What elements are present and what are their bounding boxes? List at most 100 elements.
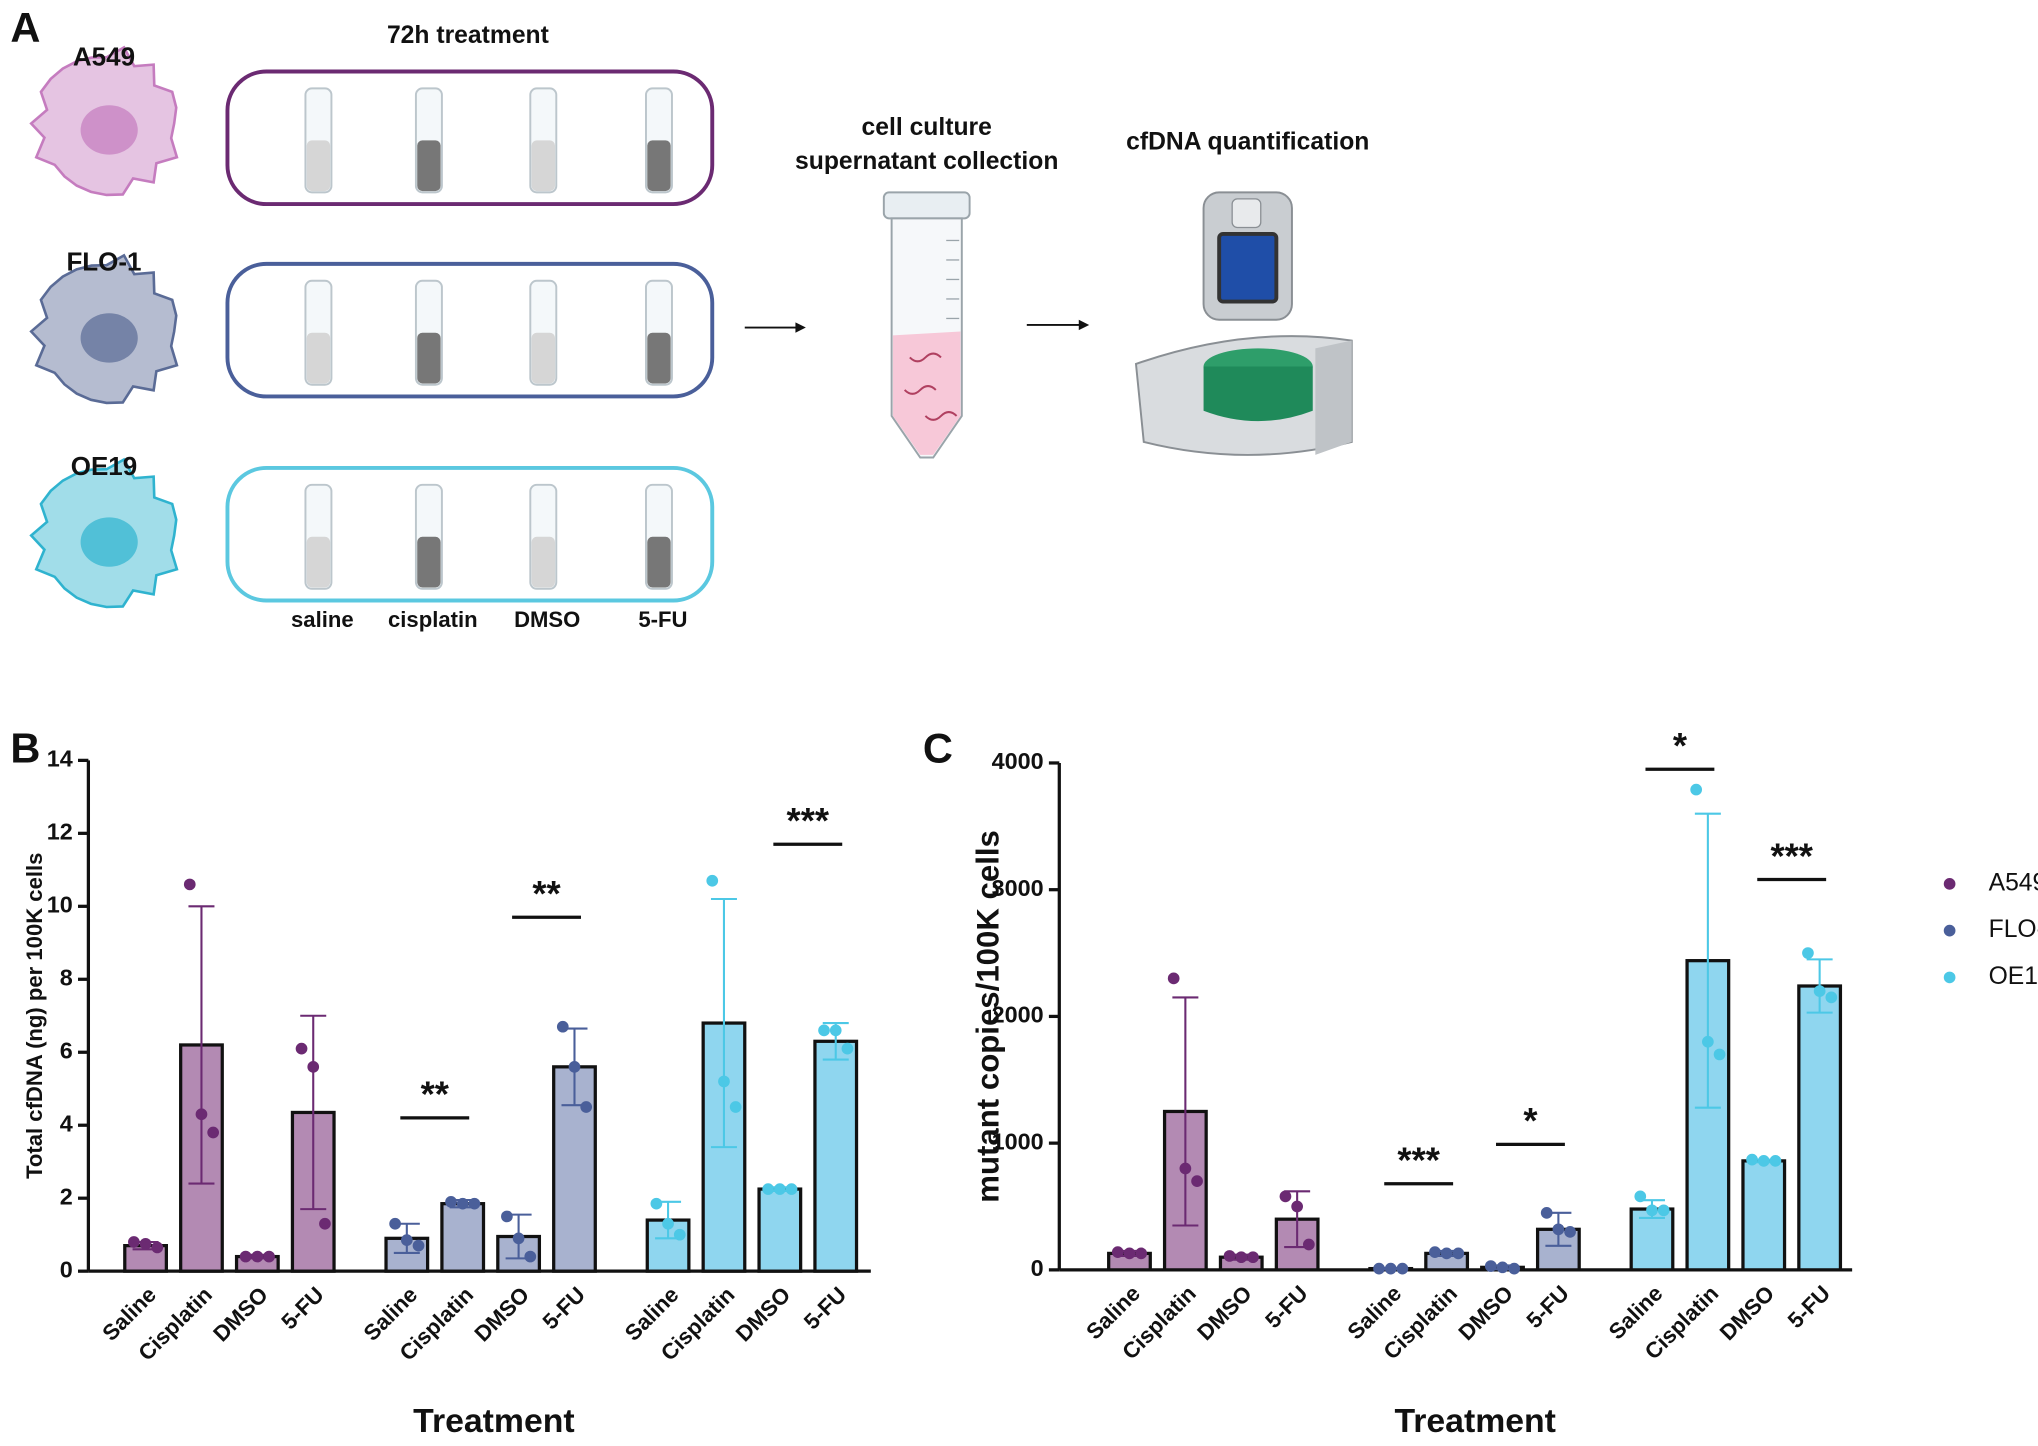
cell-line-label: FLO-1	[66, 247, 141, 277]
data-point	[389, 1217, 401, 1230]
treatment-label: 5-FU	[638, 607, 687, 632]
data-point	[183, 878, 196, 891]
data-point	[556, 1020, 569, 1033]
bar	[1162, 1109, 1208, 1272]
significance-label: ***	[1397, 1140, 1440, 1181]
data-point	[412, 1239, 425, 1252]
data-point	[1484, 1260, 1497, 1272]
x-tick-label: 5-FU	[1521, 1281, 1573, 1333]
y-tick-label: 0	[60, 1256, 73, 1282]
data-point	[1757, 1155, 1770, 1167]
significance-label: *	[1523, 1100, 1538, 1141]
data-point	[1396, 1262, 1409, 1275]
data-point	[128, 1236, 140, 1248]
tube-liquid	[417, 536, 441, 588]
error-bar	[1694, 812, 1721, 1109]
legend-marker	[1943, 877, 1956, 890]
data-point	[773, 1183, 786, 1195]
data-point	[1384, 1262, 1397, 1275]
data-point	[1713, 1048, 1726, 1061]
data-point	[512, 1232, 525, 1245]
data-point	[650, 1197, 663, 1210]
falcon-tube	[882, 191, 971, 459]
data-point	[1552, 1223, 1565, 1236]
data-point	[1702, 1035, 1714, 1048]
tube-liquid	[306, 140, 331, 192]
data-point	[295, 1042, 308, 1055]
x-tick-label: 5-FU	[276, 1282, 328, 1334]
data-point	[580, 1101, 593, 1113]
step-label: supernatant collection	[795, 148, 1058, 175]
x-tick-label: DMSO	[1192, 1281, 1257, 1346]
treatment-label: cisplatin	[388, 607, 478, 632]
x-tick-label: DMSO	[731, 1282, 796, 1347]
data-point	[445, 1195, 457, 1208]
tube-liquid	[417, 140, 441, 192]
data-point	[729, 1101, 742, 1113]
x-tick-label: DMSO	[208, 1282, 273, 1347]
data-point	[468, 1197, 481, 1210]
y-tick-label: 1000	[992, 1128, 1044, 1154]
legend-label: OE19	[1989, 963, 2038, 990]
y-tick-label: 2	[60, 1183, 73, 1209]
data-point	[1657, 1204, 1670, 1217]
tube-liquid	[647, 536, 671, 588]
bar	[1797, 984, 1843, 1272]
data-point	[1135, 1247, 1148, 1260]
data-point	[1802, 947, 1814, 959]
nucleus	[80, 313, 138, 363]
legend-label: FLO-1	[1989, 916, 2038, 943]
treatment-box	[225, 69, 715, 207]
error-bar	[300, 1014, 327, 1211]
data-point	[1646, 1204, 1658, 1217]
panel-label: B	[10, 724, 40, 771]
panel-label: A	[10, 4, 40, 51]
tube-liquid	[647, 332, 671, 384]
data-point	[1291, 1200, 1303, 1213]
cell-line-label: A549	[73, 41, 135, 71]
data-point	[195, 1108, 208, 1121]
legend-marker	[1943, 971, 1956, 984]
nucleus	[80, 517, 138, 567]
data-point	[1634, 1190, 1647, 1203]
data-point	[139, 1237, 152, 1250]
cell-line-label: OE19	[71, 451, 137, 481]
data-point	[1564, 1226, 1576, 1238]
data-point	[829, 1024, 842, 1037]
arrow	[744, 319, 1090, 333]
data-point	[762, 1183, 774, 1195]
treatment-label: DMSO	[514, 607, 580, 632]
y-tick-label: 10	[47, 891, 73, 917]
data-point	[706, 874, 719, 887]
data-point	[662, 1217, 674, 1230]
data-point	[251, 1250, 264, 1263]
step-label: cfDNA quantification	[1126, 129, 1369, 156]
x-tick-label: DMSO	[1715, 1281, 1780, 1346]
data-point	[1452, 1247, 1465, 1260]
x-tick-label: DMSO	[470, 1282, 535, 1347]
legend-label: A549	[1989, 869, 2038, 896]
data-point	[1191, 1175, 1203, 1188]
tube-liquid	[417, 332, 441, 384]
data-point	[568, 1060, 581, 1073]
data-point	[1373, 1262, 1385, 1275]
data-point	[501, 1210, 513, 1223]
nucleus	[80, 105, 138, 155]
data-point	[151, 1241, 164, 1254]
x-tick-label: 5-FU	[799, 1282, 851, 1334]
data-point	[673, 1228, 686, 1241]
significance-label: ***	[787, 800, 830, 841]
y-tick-label: 0	[1031, 1255, 1044, 1281]
data-point	[1429, 1246, 1441, 1258]
data-point	[785, 1183, 798, 1195]
bar	[813, 1039, 859, 1273]
error-bar	[188, 905, 215, 1185]
data-point	[1279, 1190, 1292, 1203]
y-axis-label: Total cfDNA (ng) per 100K cells	[22, 853, 47, 1179]
x-axis-label: Treatment	[1394, 1402, 1555, 1440]
bar	[757, 1187, 803, 1273]
x-axis-label: Treatment	[413, 1402, 574, 1440]
step-label: cell culture	[862, 114, 992, 141]
